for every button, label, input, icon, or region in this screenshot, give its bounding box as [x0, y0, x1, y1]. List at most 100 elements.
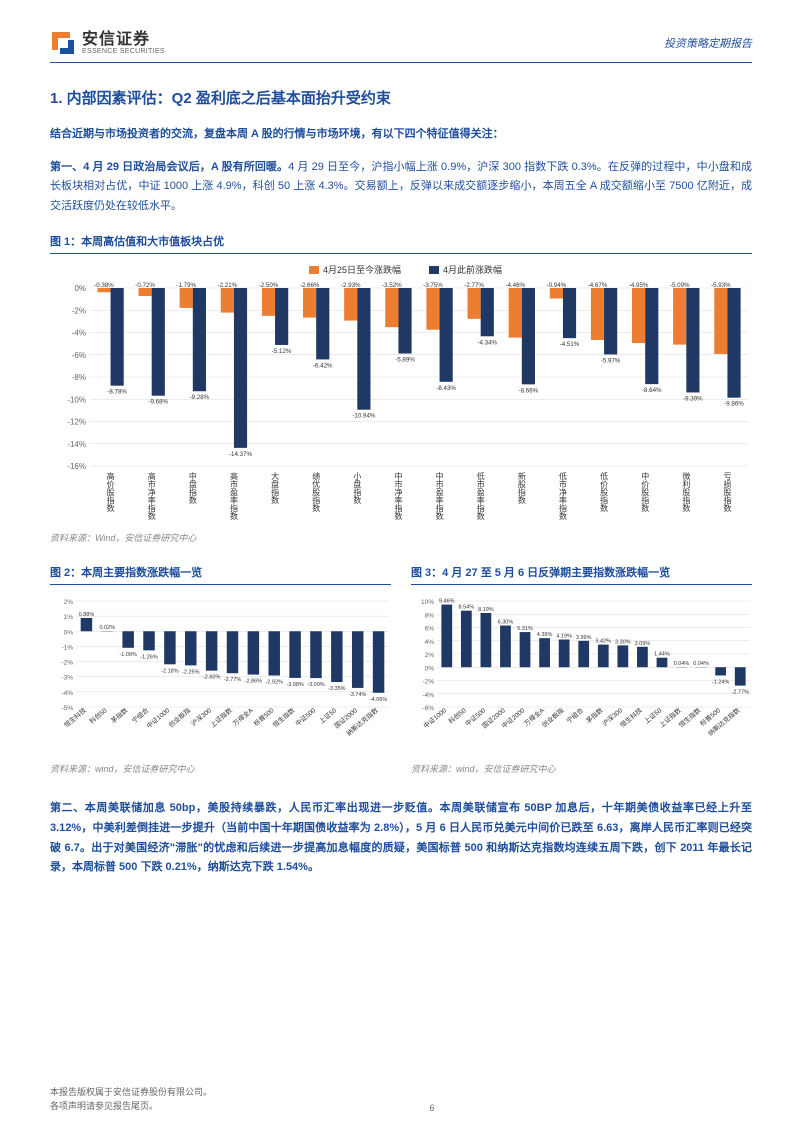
chart3-title: 图 3：4 月 27 至 5 月 6 日反弹期主要指数涨跌幅一览	[411, 564, 752, 585]
svg-text:-14.37%: -14.37%	[229, 451, 253, 458]
svg-text:茅指数: 茅指数	[109, 705, 130, 725]
svg-text:0%: 0%	[74, 284, 86, 293]
svg-text:-9.86%: -9.86%	[724, 401, 744, 408]
svg-text:-4%: -4%	[422, 692, 434, 699]
svg-text:-3.52%: -3.52%	[382, 282, 402, 289]
svg-text:恒生科技: 恒生科技	[618, 705, 644, 729]
svg-text:-1.24%: -1.24%	[712, 679, 730, 685]
svg-text:-2.86%: -2.86%	[245, 679, 263, 685]
chart1-title: 图 1：本周高估值和大市值板块占优	[50, 233, 752, 254]
svg-text:-2.93%: -2.93%	[341, 282, 361, 289]
svg-text:0%: 0%	[64, 629, 74, 636]
svg-text:4%: 4%	[425, 639, 435, 646]
svg-text:-8.66%: -8.66%	[519, 387, 539, 394]
svg-text:-9.68%: -9.68%	[148, 399, 168, 406]
svg-text:-0.38%: -0.38%	[94, 282, 114, 289]
footer-line1: 本报告版权属于安信证券股份有限公司。	[50, 1086, 212, 1100]
svg-text:6.30%: 6.30%	[498, 619, 514, 625]
svg-text:-12%: -12%	[67, 417, 86, 426]
chart1: 0%-2%-4%-6%-8%-10%-12%-14%-16%4月25日至今涨跌幅…	[50, 262, 752, 522]
svg-text:10%: 10%	[421, 599, 434, 606]
svg-text:高市净率指数: 高市净率指数	[147, 471, 156, 521]
svg-text:-2%: -2%	[72, 306, 86, 315]
svg-text:-1.79%: -1.79%	[176, 282, 196, 289]
svg-text:3.99%: 3.99%	[576, 635, 592, 641]
para2-lead: 第二、本周美联储加息 50bp，美股持续暴跌，人民币汇率出现进一步贬值。	[50, 802, 440, 814]
svg-text:-4.06%: -4.06%	[370, 697, 388, 703]
svg-text:-8.43%: -8.43%	[436, 385, 456, 392]
svg-text:-14%: -14%	[67, 440, 86, 449]
svg-text:-0.72%: -0.72%	[135, 282, 155, 289]
header-rule	[50, 62, 752, 63]
svg-text:-0.94%: -0.94%	[547, 282, 567, 289]
svg-text:5.31%: 5.31%	[517, 626, 533, 632]
svg-text:-8.78%: -8.78%	[107, 389, 127, 396]
svg-text:-2.50%: -2.50%	[259, 282, 279, 289]
svg-text:8.54%: 8.54%	[459, 605, 475, 611]
svg-text:-4.95%: -4.95%	[629, 282, 649, 289]
svg-text:-4.34%: -4.34%	[477, 339, 497, 346]
svg-text:-6%: -6%	[422, 705, 434, 712]
svg-text:-4.46%: -4.46%	[505, 282, 525, 289]
svg-text:-3.09%: -3.09%	[307, 682, 325, 688]
svg-text:-10%: -10%	[67, 395, 86, 404]
svg-text:4月此前涨跌幅: 4月此前涨跌幅	[443, 264, 502, 275]
svg-text:4.39%: 4.39%	[537, 632, 553, 638]
svg-text:创业板指: 创业板指	[166, 705, 192, 729]
svg-text:3.30%: 3.30%	[615, 639, 631, 645]
svg-text:中证1000: 中证1000	[144, 705, 171, 730]
svg-text:-2.77%: -2.77%	[464, 282, 484, 289]
svg-text:4.19%: 4.19%	[556, 633, 572, 639]
svg-text:-4.51%: -4.51%	[560, 341, 580, 348]
svg-text:3.42%: 3.42%	[595, 639, 611, 645]
svg-text:低市净率指数: 低市净率指数	[558, 471, 567, 521]
svg-text:9.46%: 9.46%	[439, 599, 455, 605]
svg-text:-2.60%: -2.60%	[203, 675, 221, 681]
svg-text:0.04%: 0.04%	[693, 661, 709, 667]
svg-text:科创50: 科创50	[87, 705, 109, 725]
svg-text:-5.93%: -5.93%	[711, 282, 731, 289]
svg-text:中市盈率指数: 中市盈率指数	[435, 471, 444, 521]
svg-text:-4%: -4%	[72, 328, 86, 337]
svg-text:-9.28%: -9.28%	[190, 394, 210, 401]
footer-line2: 各项声明请参见报告尾页。	[50, 1100, 212, 1114]
svg-text:小盘指数: 小盘指数	[353, 472, 362, 505]
svg-text:-9.39%: -9.39%	[683, 395, 703, 402]
svg-text:万得全A: 万得全A	[231, 705, 256, 728]
chart2: 2%1%0%-1%-2%-3%-4%-5%0.88%恒生科技0.02%科创50-…	[50, 593, 391, 753]
svg-text:创业板指: 创业板指	[540, 705, 566, 729]
svg-text:中市净率指数: 中市净率指数	[394, 471, 403, 521]
svg-text:2%: 2%	[425, 652, 435, 659]
header: 安信证券 ESSENCE SECURITIES 投资策略定期报告	[50, 30, 752, 56]
intro-text: 结合近期与市场投资者的交流，复盘本周 A 股的行情与市场环境，有以下四个特征值得…	[50, 126, 752, 144]
svg-text:-8%: -8%	[72, 373, 86, 382]
svg-text:-1%: -1%	[61, 644, 73, 651]
svg-text:-3.08%: -3.08%	[286, 682, 304, 688]
svg-text:-5.09%: -5.09%	[670, 282, 690, 289]
svg-text:中价股指数: 中价股指数	[641, 471, 650, 513]
svg-text:恒生指数: 恒生指数	[677, 705, 703, 729]
footer: 本报告版权属于安信证券股份有限公司。 各项声明请参见报告尾页。 6	[50, 1086, 752, 1113]
svg-text:-2.21%: -2.21%	[218, 282, 238, 289]
svg-text:-3.74%: -3.74%	[349, 692, 367, 698]
svg-text:-10.94%: -10.94%	[352, 413, 376, 420]
svg-text:-1.26%: -1.26%	[140, 654, 158, 660]
svg-text:-1.09%: -1.09%	[119, 652, 137, 658]
logo: 安信证券 ESSENCE SECURITIES	[50, 30, 165, 56]
svg-text:-3%: -3%	[61, 675, 73, 682]
paragraph-2: 第二、本周美联储加息 50bp，美股持续暴跌，人民币汇率出现进一步贬值。本周美联…	[50, 799, 752, 878]
para1-lead: 第一、4 月 29 日政治局会议后，A 股有所回暖。	[50, 161, 288, 173]
svg-text:-4.67%: -4.67%	[588, 282, 608, 289]
svg-text:-2.92%: -2.92%	[266, 679, 284, 685]
svg-text:-2.66%: -2.66%	[300, 282, 320, 289]
svg-text:3.09%: 3.09%	[635, 641, 651, 647]
svg-text:中证500: 中证500	[293, 705, 317, 727]
svg-text:-16%: -16%	[67, 462, 86, 471]
chart2-source: 资料来源：wind，安信证券研究中心	[50, 762, 391, 775]
svg-text:-3.35%: -3.35%	[328, 686, 346, 692]
svg-text:4月25日至今涨跌幅: 4月25日至今涨跌幅	[323, 264, 401, 275]
chart2-title: 图 2：本周主要指数涨跌幅一览	[50, 564, 391, 585]
svg-text:8.19%: 8.19%	[478, 607, 494, 613]
svg-text:-3.75%: -3.75%	[423, 282, 443, 289]
svg-text:恒生指数: 恒生指数	[271, 705, 297, 729]
